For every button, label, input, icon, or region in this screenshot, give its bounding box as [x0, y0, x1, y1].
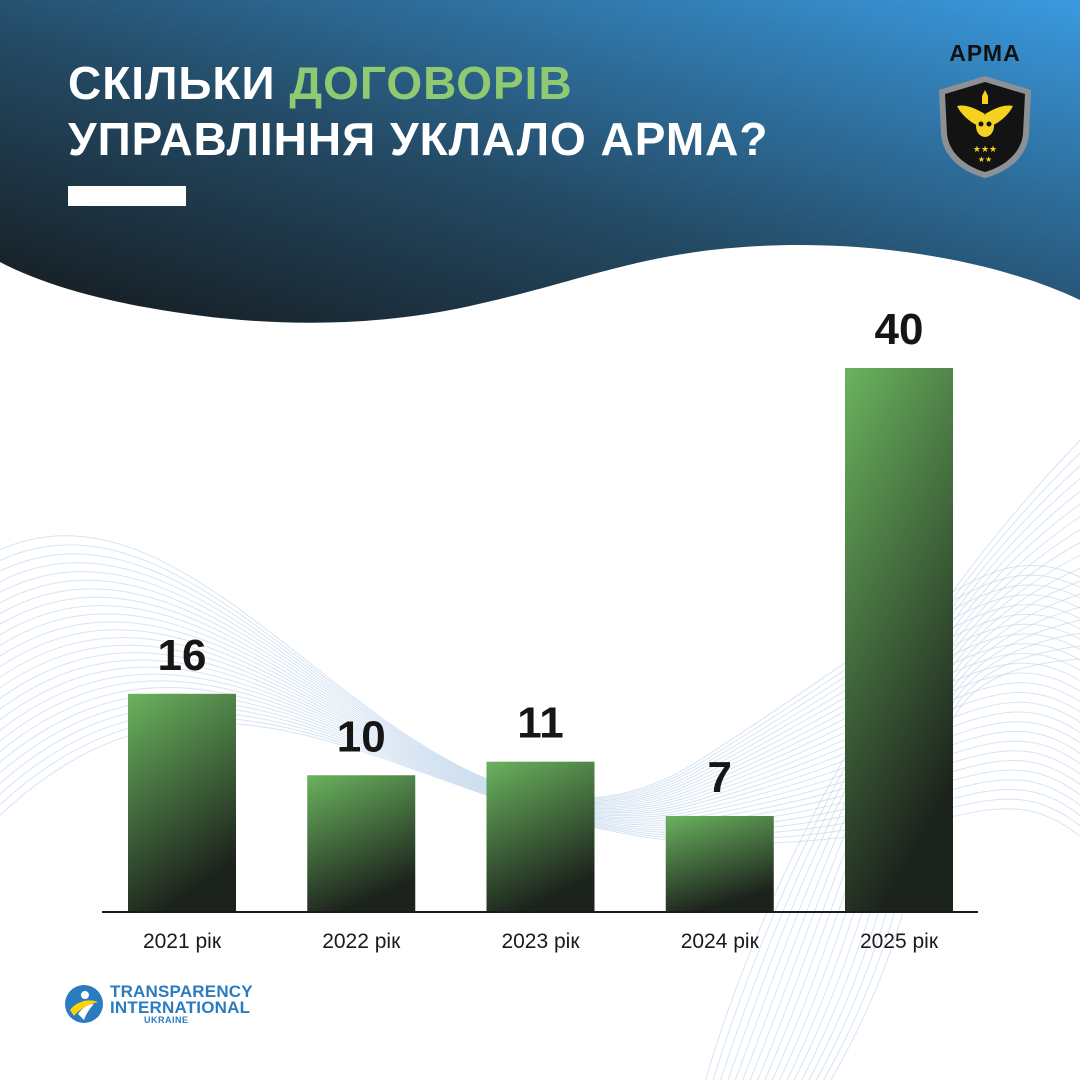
- wave-line: [0, 680, 1080, 824]
- wave-line: [0, 659, 1080, 818]
- bar: [845, 368, 953, 911]
- wave-line: [0, 605, 1080, 808]
- title-text: СКІЛЬКИ: [68, 57, 290, 109]
- ti-globe-icon: [65, 985, 103, 1023]
- owl-shield-icon: ★★★ ★★: [939, 76, 1031, 178]
- transparency-international-logo: TRANSPARENCY INTERNATIONAL UKRAINE: [64, 982, 264, 1026]
- wave-line: [0, 644, 1080, 815]
- wave-line: [0, 535, 1080, 799]
- header-background: [0, 0, 1080, 323]
- wave-line: [0, 562, 1080, 802]
- wave-line: [0, 588, 1080, 806]
- bar-value-label: 10: [337, 712, 386, 761]
- bar-value-label: 16: [158, 631, 207, 680]
- ti-logo-line3: UKRAINE: [144, 1015, 189, 1025]
- wave-line: [0, 673, 1080, 822]
- wave-line: [0, 629, 1080, 812]
- x-tick-label: 2025 рік: [860, 930, 939, 953]
- bar: [128, 693, 236, 911]
- bar-chart: 16 2021 рік 10 2022 рік 11 2023 рік 7 2024 рік 4…: [102, 305, 978, 953]
- page-title-line1: СКІЛЬКИ ДОГОВОРІВ: [68, 56, 573, 110]
- wave-line: [0, 613, 1080, 810]
- wave-line: [0, 637, 1080, 813]
- arma-logo-text: АРМА: [949, 40, 1021, 66]
- bar: [665, 815, 774, 911]
- wave-line: [0, 597, 1080, 807]
- title-underline: [68, 186, 186, 206]
- svg-text:★★: ★★: [978, 155, 992, 164]
- bar-value-label: 40: [875, 305, 924, 354]
- title-accent: ДОГОВОРІВ: [289, 57, 573, 109]
- x-tick-label: 2021 рік: [143, 930, 222, 953]
- x-tick-label: 2023 рік: [501, 930, 580, 953]
- ti-logo-line2: INTERNATIONAL: [110, 998, 251, 1017]
- ti-logo-line1: TRANSPARENCY: [110, 982, 253, 1001]
- wave-line: [0, 571, 1080, 803]
- bar-value-label: 7: [708, 753, 732, 802]
- wave-line: [0, 666, 1080, 820]
- wave-line: [0, 553, 1080, 801]
- arma-logo: АРМА ★★★ ★★: [930, 40, 1040, 185]
- bar-value-label: 11: [517, 699, 564, 748]
- wave-line: [0, 652, 1080, 817]
- bar: [307, 775, 416, 911]
- page-title-line2: УПРАВЛІННЯ УКЛАЛО АРМА?: [68, 113, 769, 165]
- wave-line: [0, 579, 1080, 805]
- svg-text:★★★: ★★★: [973, 145, 997, 155]
- x-tick-label: 2024 рік: [681, 930, 760, 953]
- x-tick-label: 2022 рік: [322, 930, 401, 953]
- wave-line: [0, 687, 1080, 826]
- bar: [486, 761, 595, 911]
